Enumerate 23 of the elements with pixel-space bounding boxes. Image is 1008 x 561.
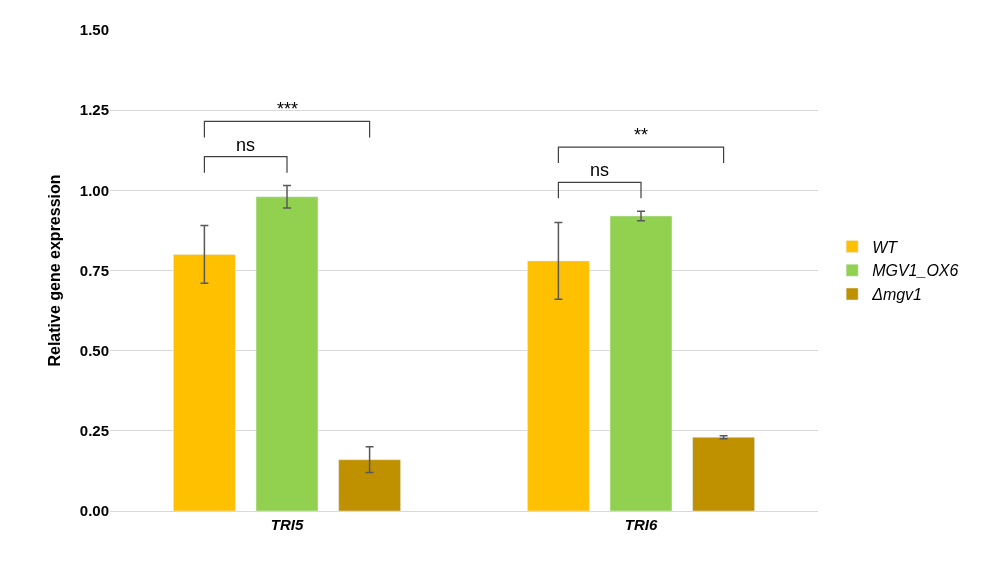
annotation: ***	[277, 99, 299, 119]
legend-label: Δmgv1	[871, 286, 923, 304]
bar	[609, 215, 673, 511]
legend-label: MGV1_OX6	[872, 262, 959, 280]
bar	[527, 260, 590, 511]
bar	[338, 459, 401, 511]
y-tick-label: 1.25	[79, 101, 109, 119]
y-axis-title: Relative gene expression	[45, 174, 63, 367]
legend-label: WT	[872, 238, 899, 256]
y-tick-label: 1.50	[79, 21, 109, 39]
bar	[692, 437, 755, 511]
y-tick-label: 1.00	[79, 181, 109, 199]
x-tick-label: TRI5	[270, 516, 304, 533]
annotation: **	[634, 125, 649, 145]
annotation: ns	[590, 160, 610, 180]
bar	[173, 254, 236, 511]
y-tick-label: 0.25	[79, 422, 109, 440]
y-tick-label: 0.75	[79, 261, 109, 279]
bar	[255, 196, 319, 511]
x-tick-label: TRI6	[624, 516, 658, 533]
y-tick-label: 0.00	[79, 502, 109, 520]
y-tick-label: 0.50	[79, 341, 109, 359]
annotation: ns	[236, 135, 256, 155]
